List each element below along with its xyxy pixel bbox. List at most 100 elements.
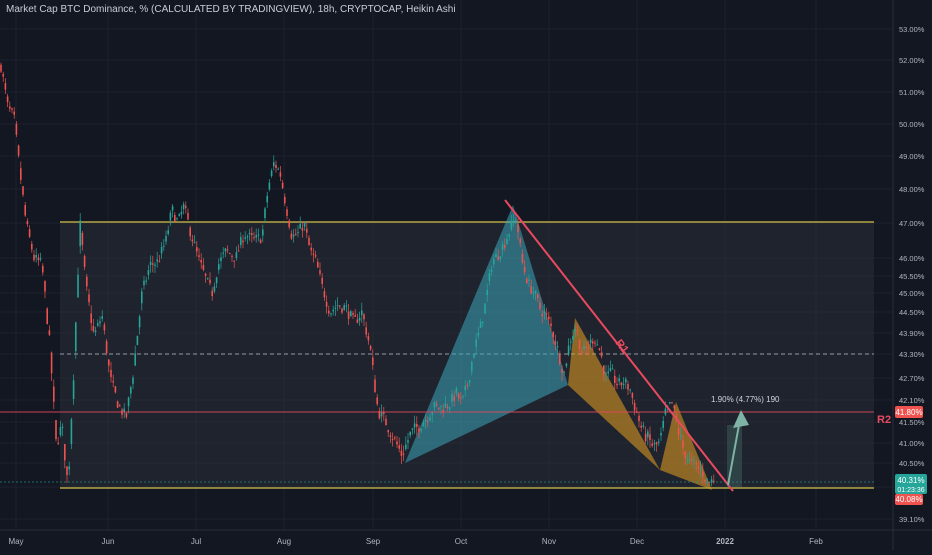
- candle-body: [123, 408, 125, 412]
- candle-body: [86, 276, 88, 287]
- candle-body: [235, 252, 238, 259]
- candle-body: [611, 368, 614, 370]
- candle-body: [244, 237, 246, 239]
- price-tag-r2-text: 41.80%: [895, 408, 922, 417]
- candle-body: [682, 440, 684, 448]
- candle-body: [275, 164, 277, 169]
- candle-body: [105, 341, 108, 354]
- candle-body: [693, 460, 695, 462]
- candle-body: [9, 106, 11, 109]
- candle-body: [369, 346, 372, 350]
- candle-body: [519, 238, 521, 244]
- candle-body: [431, 412, 433, 415]
- harmonic-pattern-orange-1[interactable]: [568, 318, 660, 470]
- candle-body: [325, 301, 328, 307]
- r1-trendline[interactable]: [504, 199, 734, 492]
- candle-body: [37, 257, 40, 261]
- candle-body: [713, 480, 715, 482]
- candle-body: [644, 433, 647, 442]
- candle-body: [686, 459, 689, 461]
- candle-body: [196, 247, 198, 252]
- candle-body: [493, 259, 495, 265]
- candle-body: [561, 369, 563, 373]
- candle-body: [81, 232, 84, 245]
- candle-body: [255, 235, 257, 238]
- candle-body: [631, 392, 634, 398]
- candle-body: [211, 290, 213, 296]
- time-axis[interactable]: May Jun Jul Aug Sep Oct Nov Dec 2022 Feb: [8, 537, 823, 546]
- candle-body: [554, 341, 557, 345]
- candle-body: [570, 341, 572, 343]
- candle-body: [541, 313, 543, 317]
- candle-body: [607, 371, 609, 374]
- candle-body: [556, 346, 559, 348]
- candle-body: [72, 380, 75, 399]
- candle-body: [534, 291, 537, 294]
- candle-body: [464, 386, 466, 391]
- y-tick-label: 53.00%: [899, 25, 925, 34]
- candle-body: [442, 410, 444, 413]
- candle-body: [209, 279, 211, 284]
- candle-body: [176, 218, 178, 220]
- x-tick-label: Aug: [277, 537, 291, 546]
- candle-body: [145, 280, 147, 282]
- candle-body: [11, 108, 13, 110]
- candle-body: [48, 330, 51, 335]
- candle-body: [268, 182, 271, 190]
- candle-body: [363, 314, 365, 320]
- candle-body: [526, 278, 528, 284]
- candle-body: [380, 411, 383, 417]
- candle-body: [704, 479, 706, 482]
- candle-body: [207, 278, 209, 280]
- candle-body: [387, 430, 389, 433]
- candle-body: [638, 415, 640, 422]
- candle-body: [684, 451, 686, 459]
- candle-body: [565, 363, 568, 367]
- candle-body: [226, 249, 229, 251]
- candle-body: [266, 195, 268, 203]
- candle-body: [702, 471, 704, 477]
- candle-body: [372, 357, 374, 366]
- candle-body: [134, 353, 136, 366]
- candle-body: [101, 316, 103, 319]
- candle-body: [332, 309, 334, 312]
- candle-body: [213, 286, 216, 292]
- candle-body: [130, 387, 132, 394]
- candle-body: [433, 402, 436, 408]
- candle-body: [224, 248, 227, 252]
- candle-body: [330, 313, 332, 315]
- candle-body: [24, 205, 26, 216]
- candle-body: [446, 406, 449, 409]
- candle-body: [409, 431, 411, 436]
- candle-body: [358, 317, 361, 321]
- projection-label: 1.90% (4.77%) 190: [711, 395, 780, 404]
- candle-body: [616, 383, 618, 386]
- candle-body: [655, 442, 658, 445]
- price-tag-current: 40.31% 01:23:36: [895, 474, 927, 494]
- candle-body: [149, 262, 152, 265]
- candle-body: [182, 204, 185, 210]
- candle-body: [365, 327, 367, 335]
- candle-body: [273, 162, 275, 167]
- candle-body: [691, 458, 693, 461]
- candle-body: [589, 339, 592, 344]
- candle-body: [422, 422, 425, 427]
- x-tick-label: May: [8, 537, 23, 546]
- candle-body: [251, 233, 253, 236]
- candle-body: [39, 258, 42, 260]
- candle-body: [46, 308, 48, 324]
- y-tick-label: 40.50%: [899, 459, 925, 468]
- candle-body: [259, 239, 262, 244]
- candle-body: [345, 305, 348, 307]
- candle-body: [486, 290, 488, 296]
- candle-body: [662, 420, 664, 428]
- candle-body: [649, 434, 651, 440]
- candle-body: [185, 205, 187, 208]
- candle-body: [440, 405, 442, 407]
- y-tick-label: 42.70%: [899, 374, 925, 383]
- candle-body: [323, 291, 326, 298]
- candle-body: [141, 291, 143, 304]
- candle-body: [174, 214, 176, 222]
